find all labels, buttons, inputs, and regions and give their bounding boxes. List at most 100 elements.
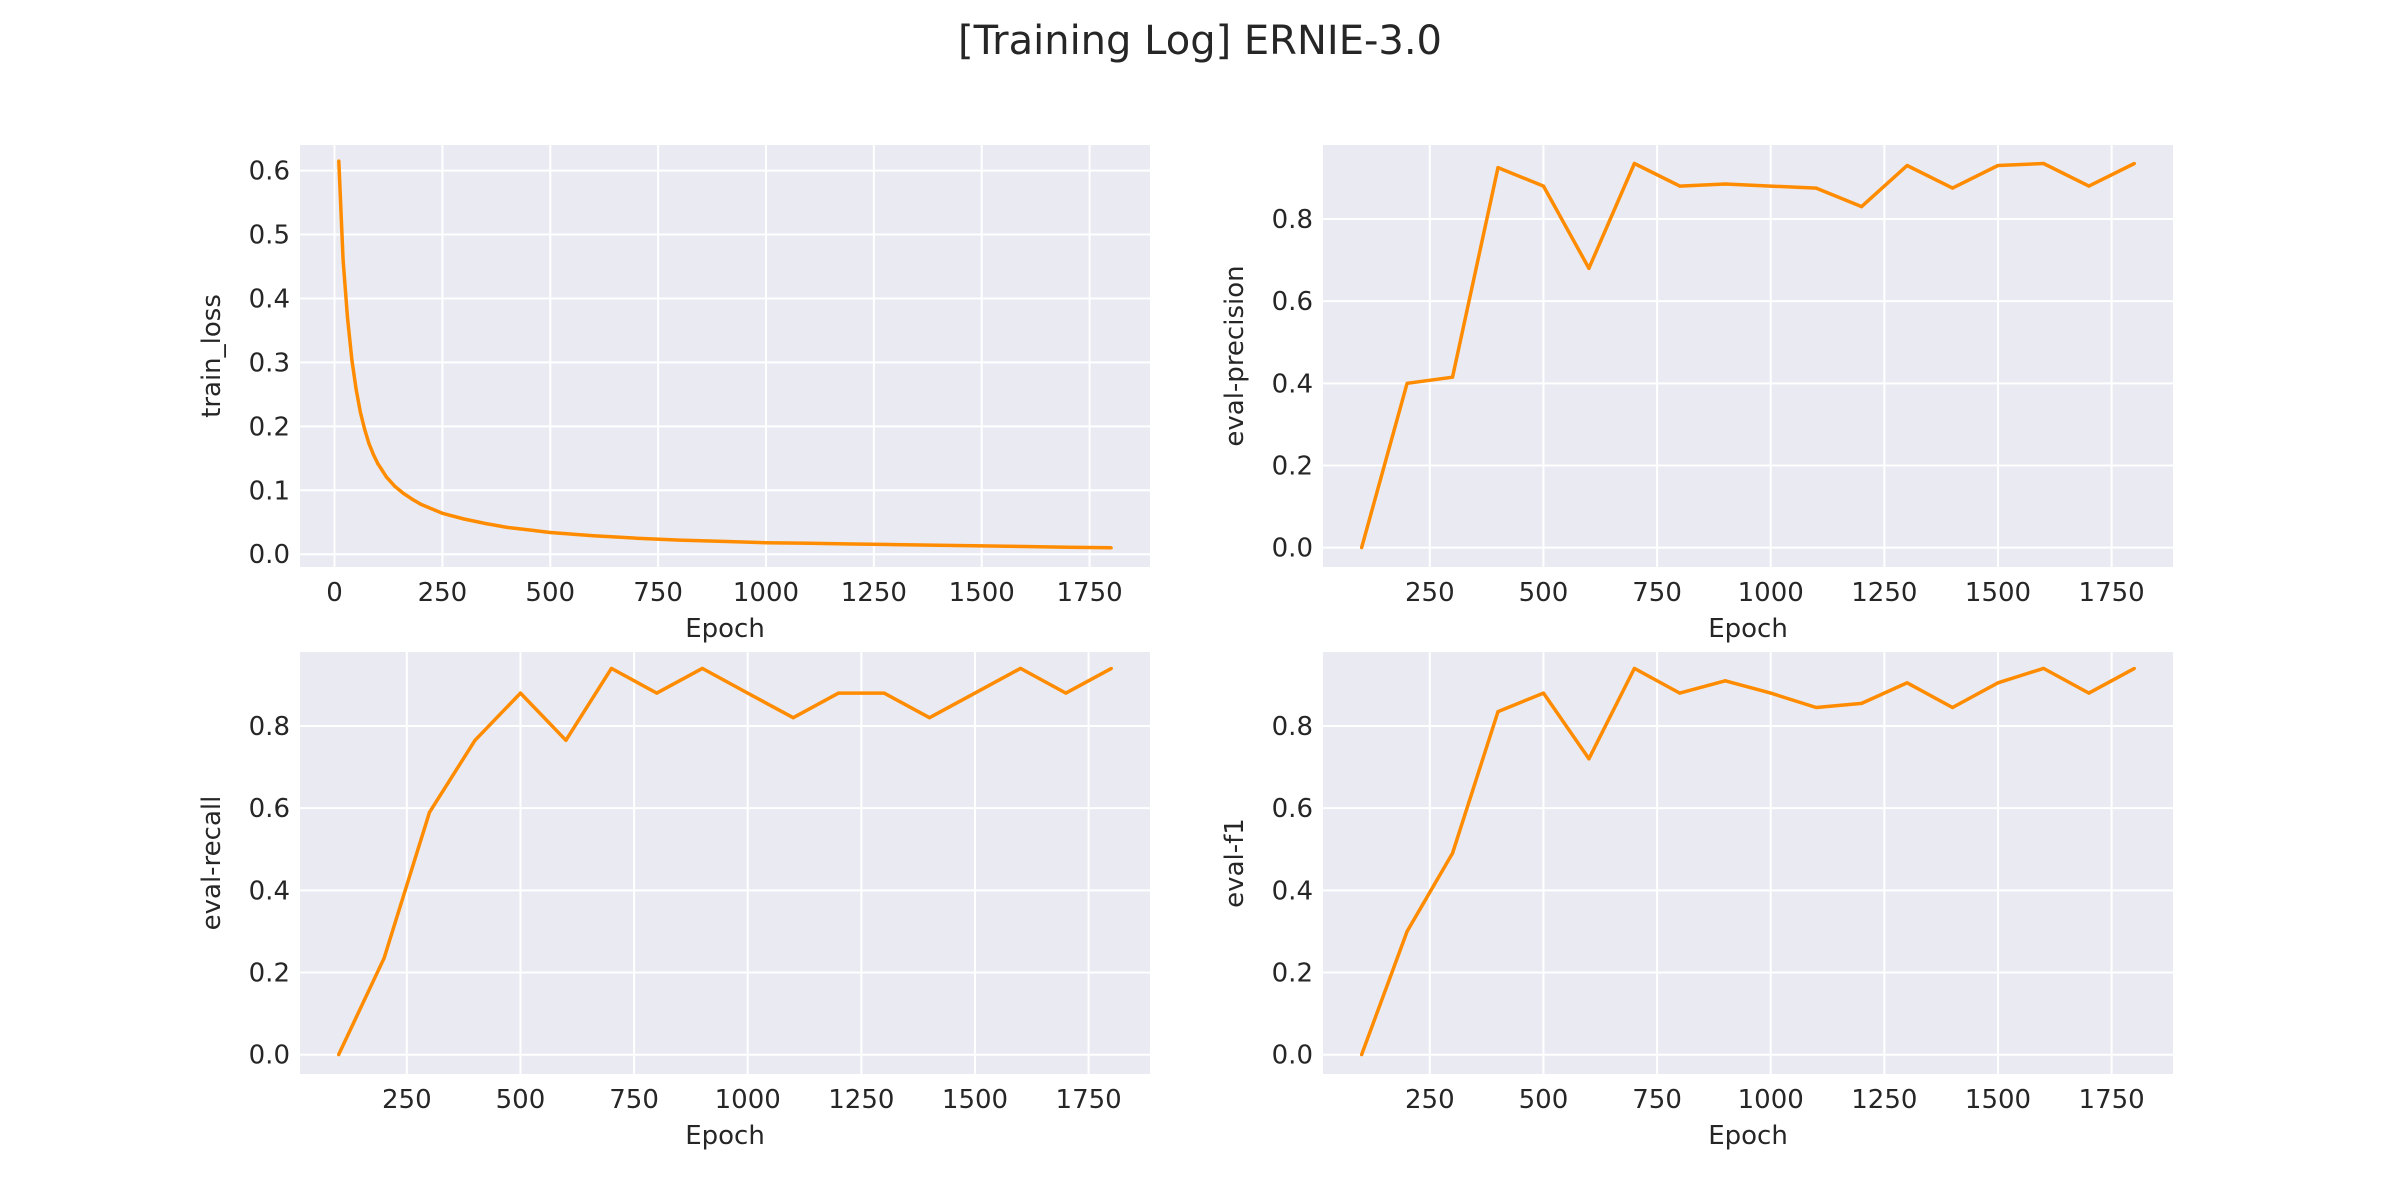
- eval-precision-y-tick-label: 0.6: [1272, 287, 1313, 317]
- eval-recall-data-point: [427, 810, 432, 814]
- train-loss-data-point: [350, 357, 354, 361]
- eval-recall-x-tick-label: 1750: [1056, 1085, 1122, 1115]
- train-loss-data-point: [893, 543, 898, 547]
- eval-recall-x-tick-label: 1500: [942, 1085, 1008, 1115]
- train-loss-x-tick-label: 1000: [733, 578, 799, 608]
- train-loss-y-tick-label: 0.5: [249, 221, 290, 251]
- train-loss-x-tick-label: 500: [525, 578, 575, 608]
- eval-f1-data-point: [1541, 691, 1546, 695]
- eval-precision-x-tick-label: 1750: [2079, 578, 2145, 608]
- train-loss-data-point: [363, 427, 367, 432]
- eval-precision-x-tick-label: 1000: [1738, 578, 1804, 608]
- eval-recall-data-point: [882, 691, 886, 695]
- eval-f1-y-tick-label: 0.2: [1272, 959, 1313, 989]
- eval-f1-data-point: [1996, 681, 2000, 685]
- eval-f1-data-point: [1814, 705, 1818, 710]
- eval-f1-y-tick-label: 0.8: [1272, 712, 1313, 742]
- eval-f1-data-point: [1496, 709, 1500, 714]
- train-loss-data-point: [505, 525, 509, 529]
- train-loss-data-point: [850, 542, 854, 546]
- eval-f1-x-tick-label: 1000: [1738, 1085, 1804, 1115]
- eval-f1-x-tick-label: 750: [1632, 1085, 1682, 1115]
- eval-f1-data-point: [1860, 701, 1864, 705]
- eval-precision-data-point: [1496, 165, 1500, 170]
- eval-recall-plot-area: [300, 652, 1150, 1074]
- eval-f1-x-tick-label: 1500: [1965, 1085, 2031, 1115]
- eval-f1-data-point: [1723, 679, 1727, 683]
- eval-recall-data-point: [1109, 666, 1113, 671]
- eval-recall-data-point: [927, 716, 932, 720]
- eval-recall-y-tick-label: 0.0: [249, 1041, 290, 1071]
- eval-recall-data-point: [564, 738, 568, 742]
- eval-precision-data-point: [1814, 186, 1818, 190]
- eval-recall-subplot: 250 500 750 1000 1250 1500 1750 0.0 0.2 0.4 0.6 0.8…: [197, 652, 1150, 1151]
- train-loss-data-point: [354, 387, 358, 391]
- train-loss-data-point: [527, 528, 531, 532]
- eval-recall-data-point: [1064, 691, 1068, 695]
- train-loss-data-point: [376, 461, 380, 466]
- eval-precision-y-tick-label: 0.0: [1272, 534, 1313, 564]
- train-loss-data-point: [548, 530, 552, 535]
- eval-precision-x-tick-label: 1500: [1965, 578, 2031, 608]
- eval-precision-y-tick-label: 0.2: [1272, 452, 1313, 482]
- eval-recall-series-line: [337, 666, 1113, 1056]
- train-loss-x-tick-label: 1500: [949, 578, 1015, 608]
- train-loss-data-point: [807, 541, 811, 545]
- eval-precision-y-tick-label: 0.4: [1272, 369, 1313, 399]
- eval-recall-data-point: [337, 1053, 341, 1057]
- eval-f1-data-point: [1632, 666, 1636, 671]
- eval-precision-x-tick-label: 500: [1519, 578, 1569, 608]
- eval-f1-x-tick-label: 250: [1405, 1085, 1455, 1115]
- eval-recall-x-tick-label: 1250: [828, 1085, 894, 1115]
- eval-recall-data-point: [973, 691, 977, 695]
- train-loss-data-point: [393, 484, 397, 489]
- train-loss-y-tick-label: 0.3: [249, 348, 290, 378]
- train-loss-y-axis-label: train_loss: [197, 294, 227, 418]
- eval-f1-data-point: [1905, 681, 1909, 685]
- eval-recall-y-tick-label: 0.6: [249, 794, 290, 824]
- eval-recall-data-point: [655, 691, 659, 695]
- eval-precision-series-line: [1359, 161, 2136, 549]
- eval-precision-data-point: [1769, 184, 1773, 188]
- eval-precision-data-point: [2132, 161, 2136, 166]
- eval-precision-x-tick-label: 1250: [1851, 578, 1917, 608]
- eval-precision-plot-area: [1323, 145, 2173, 567]
- train-loss-data-point: [462, 517, 466, 521]
- eval-recall-x-tick-label: 1000: [715, 1085, 781, 1115]
- train-loss-data-point: [345, 316, 350, 320]
- eval-precision-data-point: [1632, 161, 1636, 166]
- train-loss-y-tick-label: 0.4: [249, 284, 290, 314]
- eval-precision-data-point: [1678, 184, 1682, 188]
- eval-precision-data-point: [2087, 184, 2091, 188]
- eval-precision-data-point: [1996, 163, 2000, 168]
- eval-precision-data-point: [1950, 186, 1955, 190]
- train-loss-data-point: [440, 511, 444, 515]
- eval-f1-y-tick-label: 0.6: [1272, 794, 1313, 824]
- eval-f1-data-point: [1360, 1053, 1364, 1057]
- eval-f1-x-tick-label: 500: [1519, 1085, 1569, 1115]
- figure-title: [Training Log] ERNIE-3.0: [958, 18, 1442, 64]
- train-loss-data-point: [341, 258, 345, 262]
- train-loss-x-axis-label: Epoch: [685, 614, 765, 644]
- eval-precision-data-point: [1587, 266, 1591, 270]
- train-loss-data-point: [483, 521, 488, 526]
- eval-recall-y-axis-label: eval-recall: [197, 796, 227, 931]
- train-loss-data-point: [419, 502, 423, 506]
- eval-recall-data-point: [700, 666, 704, 671]
- train-loss-subplot: 0 250 500 750 1000 1250 1500 1750 0.0 0.1 0.2 0.3 0.…: [197, 145, 1150, 644]
- train-loss-data-point: [634, 536, 639, 540]
- eval-precision-data-point: [1723, 182, 1727, 186]
- eval-f1-data-point: [1405, 929, 1409, 934]
- train-loss-x-tick-label: 750: [633, 578, 683, 608]
- eval-f1-data-point: [1450, 851, 1455, 855]
- train-loss-x-tick-label: 1250: [841, 578, 907, 608]
- train-loss-y-tick-label: 0.0: [249, 540, 290, 570]
- eval-precision-data-point: [1405, 381, 1409, 385]
- eval-f1-data-point: [2041, 666, 2046, 671]
- eval-f1-data-point: [1587, 757, 1591, 761]
- eval-recall-y-tick-label: 0.2: [249, 959, 290, 989]
- eval-f1-data-point: [1769, 691, 1773, 695]
- eval-recall-x-axis-label: Epoch: [685, 1121, 765, 1151]
- train-loss-y-tick-label: 0.2: [249, 412, 290, 442]
